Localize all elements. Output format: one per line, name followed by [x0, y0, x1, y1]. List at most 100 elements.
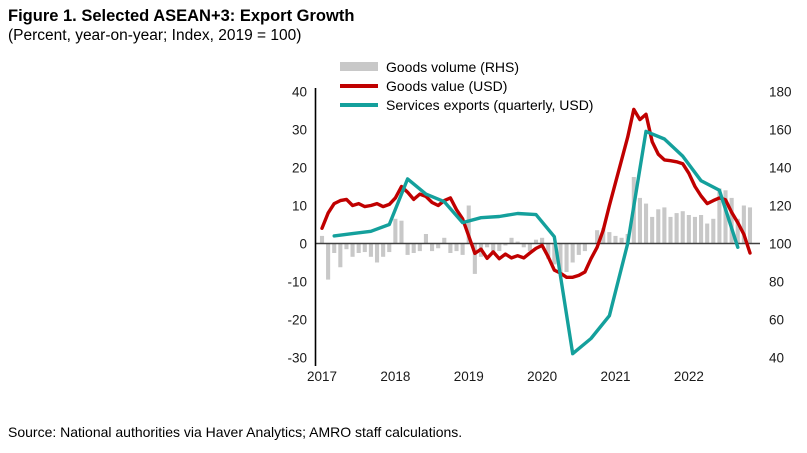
goods-volume-bar [668, 216, 673, 244]
goods-volume-bar [680, 211, 685, 244]
goods-volume-bar [411, 243, 416, 253]
goods-volume-bar [723, 190, 728, 244]
goods-volume-bar [533, 239, 539, 244]
goods-volume-bar [546, 243, 551, 259]
goods-volume-bar [460, 243, 465, 255]
right-axis-tick-label: 140 [769, 160, 792, 175]
goods-volume-bar [350, 243, 355, 257]
goods-volume-bar [485, 243, 490, 248]
goods-volume-bar [466, 205, 471, 244]
legend-item-services-exports: Services exports (quarterly, USD) [340, 95, 593, 114]
goods-volume-bar [741, 205, 746, 244]
services-exports-line [332, 129, 740, 356]
chart-legend: Goods volume (RHS) Goods value (USD) Ser… [340, 57, 593, 115]
goods-volume-bar [601, 228, 606, 244]
goods-volume-bar [570, 243, 575, 263]
left-axis-tick-label: -10 [287, 274, 307, 289]
legend-label: Services exports (quarterly, USD) [386, 96, 594, 113]
goods-volume-bar [637, 197, 642, 244]
right-axis-tick-label: 80 [769, 274, 784, 289]
goods-volume-bar [576, 243, 581, 255]
goods-volume-bar [417, 243, 422, 252]
goods-volume-bar [527, 243, 532, 252]
left-axis-tick-label: -30 [287, 350, 307, 365]
goods-volume-bar [540, 237, 545, 244]
goods-volume-bar [656, 209, 661, 244]
x-axis-year-label: 2021 [600, 369, 630, 384]
goods-volume-bar [692, 216, 697, 244]
goods-volume-bar [717, 188, 722, 244]
goods-value-swatch-icon [340, 83, 378, 88]
goods-volume-bar [662, 207, 667, 244]
left-axis-tick-label: 10 [292, 198, 307, 213]
goods-volume-bar [582, 243, 587, 252]
figure-subtitle: (Percent, year-on-year; Index, 2019 = 10… [8, 27, 302, 44]
goods-volume-bar [381, 243, 386, 257]
legend-label: Goods volume (RHS) [386, 58, 520, 75]
goods-volume-bar [509, 237, 514, 244]
goods-volume-bar [448, 243, 453, 253]
goods-volume-bar [374, 243, 380, 263]
goods-volume-bar [344, 243, 349, 250]
left-axis-tick-label: 20 [292, 160, 307, 175]
right-axis-tick-label: 100 [769, 236, 792, 251]
right-axis-tick-label: 120 [769, 198, 792, 213]
goods-volume-bar [423, 234, 428, 244]
goods-volume-swatch-icon [340, 62, 378, 72]
x-axis-year-label: 2022 [674, 369, 704, 384]
right-axis-tick-label: 180 [769, 84, 792, 99]
goods-volume-bar [613, 235, 618, 244]
right-axis-tick-label: 160 [769, 122, 792, 137]
goods-volume-bar [650, 216, 655, 244]
goods-volume-bar [326, 243, 331, 280]
legend-item-goods-value: Goods value (USD) [340, 76, 593, 95]
goods-volume-bar [472, 243, 477, 274]
source-note: Source: National authorities via Haver A… [8, 424, 463, 440]
goods-volume-bar [399, 220, 404, 244]
services-exports-swatch-icon [340, 103, 378, 107]
legend-label: Goods value (USD) [386, 77, 508, 94]
goods-volume-bar [454, 243, 459, 252]
left-axis-tick-label: 0 [299, 236, 307, 251]
goods-volume-bar [747, 207, 753, 244]
goods-volume-bar [711, 218, 716, 244]
goods-volume-bar [643, 203, 649, 244]
goods-volume-bar [705, 223, 710, 244]
goods-volume-bar [319, 235, 325, 244]
x-axis-year-label: 2020 [527, 369, 557, 384]
goods-volume-bar [436, 243, 441, 249]
goods-volume-bar [442, 237, 447, 244]
goods-volume-bar [362, 243, 367, 253]
goods-volume-bar [356, 243, 361, 253]
goods-volume-bar [558, 243, 563, 272]
goods-volume-bar [552, 243, 557, 265]
goods-volume-bar [564, 243, 569, 272]
goods-volume-bar [338, 243, 343, 268]
goods-volume-bar [405, 243, 410, 255]
goods-value-line [320, 107, 752, 279]
goods-volume-bar [491, 243, 496, 253]
goods-volume-bar [686, 215, 691, 244]
goods-volume-bar [619, 237, 624, 244]
goods-volume-bar [332, 243, 337, 253]
goods-volume-bar [515, 241, 520, 244]
goods-volume-bar [735, 218, 740, 244]
left-axis-tick-label: 40 [292, 84, 307, 99]
figure-title: Figure 1. Selected ASEAN+3: Export Growt… [8, 7, 355, 25]
goods-volume-bar [699, 215, 704, 244]
right-axis-tick-label: 60 [769, 312, 784, 327]
goods-volume-bar [595, 230, 600, 244]
goods-volume-bars [319, 177, 753, 280]
goods-volume-bar [387, 243, 392, 253]
x-axis-year-label: 2018 [380, 369, 410, 384]
x-axis-year-label: 2019 [454, 369, 484, 384]
goods-volume-bar [430, 243, 435, 252]
x-axis-year-label: 2017 [307, 369, 337, 384]
right-axis-tick-label: 40 [769, 350, 784, 365]
goods-volume-bar [521, 243, 526, 248]
legend-item-goods-volume: Goods volume (RHS) [340, 57, 593, 76]
goods-volume-bar [497, 243, 502, 252]
goods-volume-bar [368, 243, 373, 257]
goods-volume-bar [607, 232, 612, 244]
